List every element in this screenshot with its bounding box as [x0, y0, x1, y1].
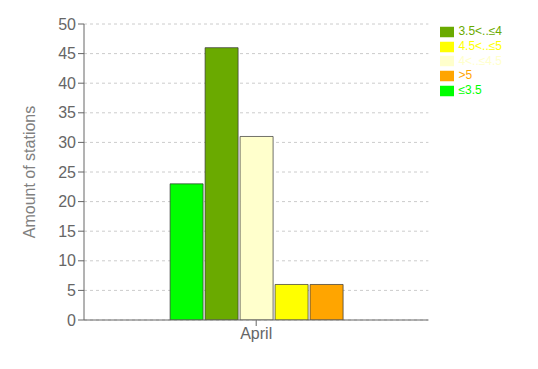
svg-text:April: April: [240, 325, 272, 342]
svg-text:5: 5: [67, 282, 76, 299]
html-text:≤3.5: ≤3.5: [458, 83, 482, 98]
svg-text:15: 15: [58, 223, 76, 240]
svg-text:50: 50: [58, 16, 76, 33]
svg-text:Amount of stations: Amount of stations: [21, 106, 38, 239]
svg-text:10: 10: [58, 252, 76, 269]
html-text:4<..≤4.5: 4<..≤4.5: [458, 53, 502, 68]
svg-text:30: 30: [58, 134, 76, 151]
html-text:4.5<..≤5: 4.5<..≤5: [458, 38, 502, 53]
html-text:3.5<..≤4: 3.5<..≤4: [458, 24, 502, 38]
svg-text:35: 35: [58, 104, 76, 121]
svg-text:45: 45: [58, 45, 76, 62]
svg-text:25: 25: [58, 164, 76, 181]
svg-text:40: 40: [58, 75, 76, 92]
svg-text:0: 0: [67, 312, 76, 329]
svg-text:20: 20: [58, 193, 76, 210]
html-text:>5: >5: [458, 68, 473, 83]
